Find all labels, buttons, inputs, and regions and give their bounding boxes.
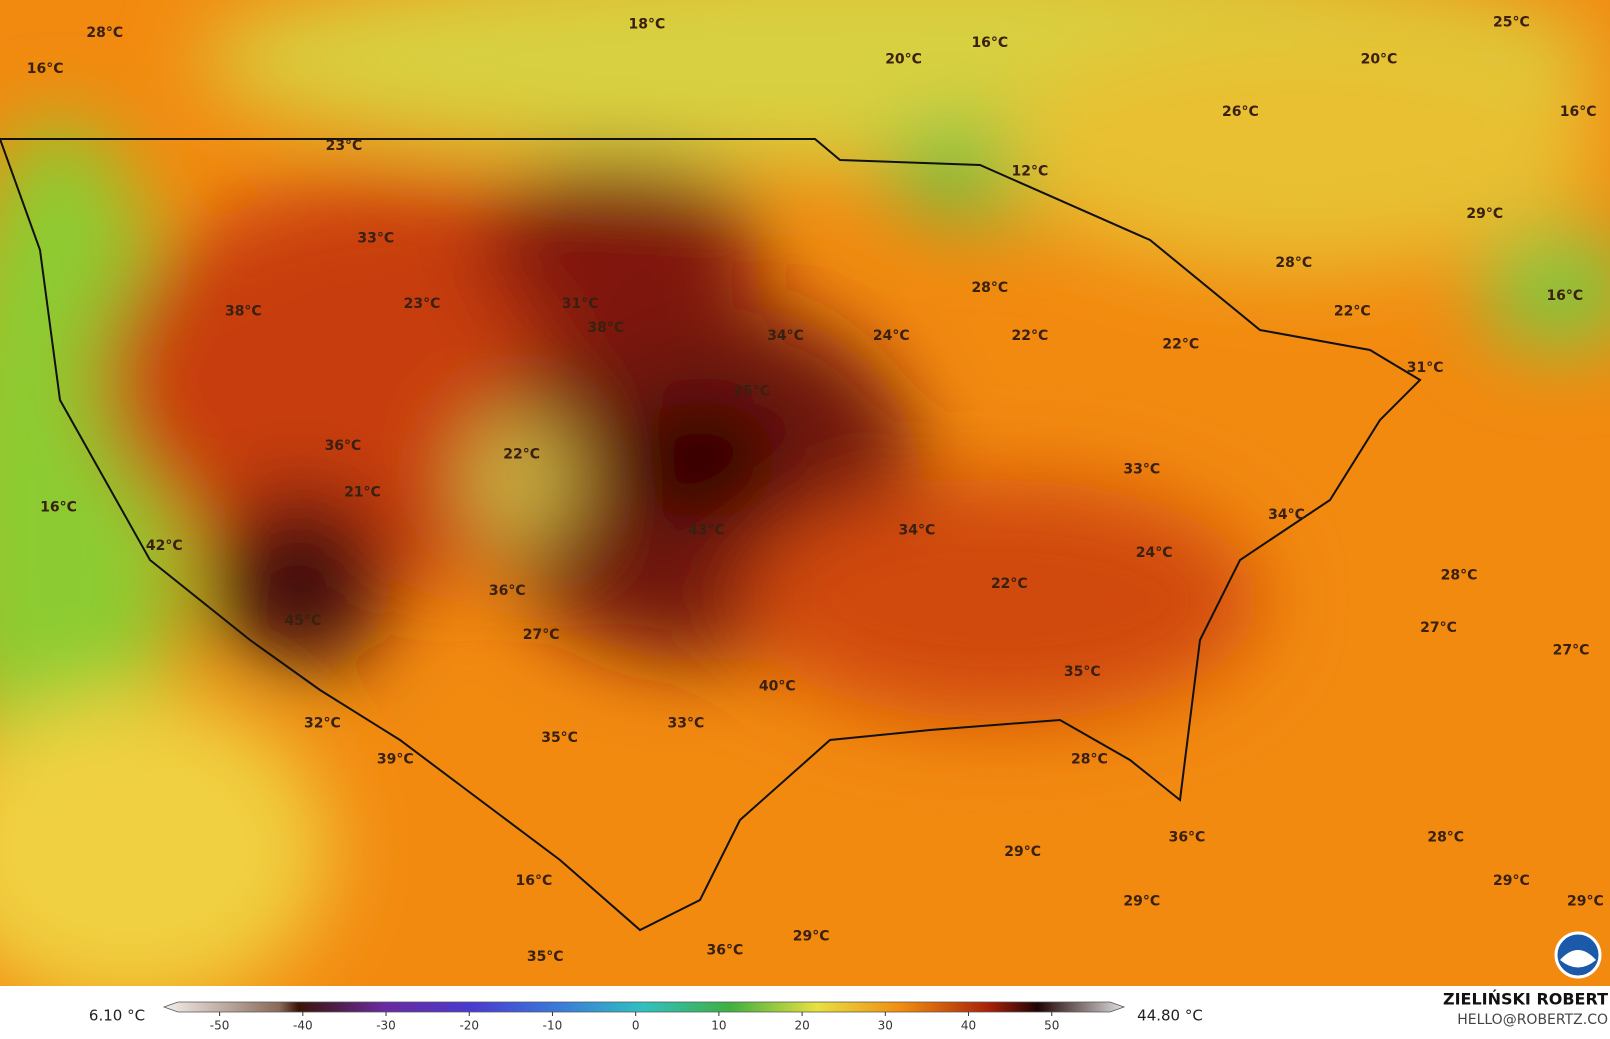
colorbar-tick-label: 50 <box>1044 1019 1059 1033</box>
colorbar-tick-label: 0 <box>632 1019 640 1033</box>
temperature-label: 36°C <box>325 438 362 454</box>
colorbar-tick-label: -30 <box>376 1019 396 1033</box>
temperature-label: 35°C <box>541 730 578 746</box>
temperature-label: 28°C <box>86 25 123 41</box>
colorbar-tick-label: -50 <box>210 1019 230 1033</box>
colorbar-tick-label: -20 <box>459 1019 479 1033</box>
temperature-label: 21°C <box>344 484 381 500</box>
temperature-label: 42°C <box>146 538 183 554</box>
temperature-label: 22°C <box>1162 336 1199 352</box>
temperature-label: 29°C <box>1466 206 1503 222</box>
min-label: 6.10 °C <box>89 1007 145 1025</box>
temperature-label: 35°C <box>527 949 564 965</box>
temperature-label: 35°C <box>1064 664 1101 680</box>
temperature-label: 28°C <box>1275 255 1312 271</box>
temperature-label: 29°C <box>1004 844 1041 860</box>
temperature-label: 38°C <box>587 320 624 336</box>
temperature-label: 16°C <box>27 61 64 77</box>
colorbar-tick-label: 20 <box>794 1019 809 1033</box>
temperature-label: 16°C <box>1560 104 1597 120</box>
temperature-label: 20°C <box>885 52 922 68</box>
temperature-label: 18°C <box>628 17 665 33</box>
temperature-label: 43°C <box>688 522 725 538</box>
temperature-label: 26°C <box>1222 104 1259 120</box>
temperature-label: 31°C <box>562 296 599 312</box>
temperature-label: 16°C <box>516 873 553 889</box>
colorbar-tick-label: 10 <box>711 1019 726 1033</box>
temperature-label: 28°C <box>1071 752 1108 768</box>
temperature-label: 33°C <box>357 230 394 246</box>
temperature-label: 27°C <box>1553 643 1590 659</box>
temperature-label: 34°C <box>767 328 804 344</box>
temperature-label: 25°C <box>1493 15 1530 31</box>
temperature-label: 33°C <box>668 716 705 732</box>
temperature-label: 23°C <box>404 296 441 312</box>
temperature-label: 29°C <box>1493 873 1530 889</box>
colorbar-tick-label: 40 <box>961 1019 976 1033</box>
temperature-label: 29°C <box>1567 893 1604 909</box>
temperature-label: 16°C <box>40 500 77 516</box>
colorbar-bar <box>162 1001 1126 1013</box>
temperature-label: 28°C <box>1427 830 1464 846</box>
max-label: 44.80 °C <box>1137 1007 1203 1025</box>
temperature-label: 31°C <box>1407 360 1444 376</box>
temperature-label: 36°C <box>489 583 526 599</box>
temperature-label: 33°C <box>1123 462 1160 478</box>
temperature-labels: 28°C 18°C 20°C 16°C 25°C 20°C 16°C 26°C 16°C 23°C… <box>27 15 1604 965</box>
temperature-label: 28°C <box>1441 568 1478 584</box>
temperature-label: 29°C <box>793 928 830 944</box>
map-background <box>0 0 1610 1010</box>
noaa-logo <box>1554 931 1602 979</box>
temperature-label: 29°C <box>1123 893 1160 909</box>
temperature-label: 24°C <box>1136 545 1173 561</box>
colorbar: -50 -40 -30 -20 -10 0 10 20 30 40 50 <box>162 1001 1126 1033</box>
email: HELLO@ROBERTZ.CO <box>1457 1012 1608 1028</box>
temperature-label: 22°C <box>1334 303 1371 319</box>
temperature-label: 32°C <box>304 716 341 732</box>
temperature-label: 34°C <box>1268 507 1305 523</box>
temperature-label: 25°C <box>733 384 770 400</box>
temperature-label: 22°C <box>1011 328 1048 344</box>
temperature-label: 27°C <box>523 627 560 643</box>
temperature-label: 40°C <box>759 679 796 695</box>
colorbar-tick-label: -40 <box>293 1019 313 1033</box>
temperature-label: 23°C <box>326 138 363 154</box>
temperature-label: 39°C <box>377 752 414 768</box>
temperature-label: 45°C <box>285 613 322 629</box>
temperature-label: 27°C <box>1420 620 1457 636</box>
temperature-label: 38°C <box>225 303 262 319</box>
temperature-label: 24°C <box>873 328 910 344</box>
temperature-label: 16°C <box>1546 288 1583 304</box>
temperature-label: 12°C <box>1011 164 1048 180</box>
colorbar-tick-label: -10 <box>543 1019 563 1033</box>
temperature-label: 36°C <box>707 943 744 959</box>
temperature-label: 22°C <box>991 576 1028 592</box>
temperature-label: 34°C <box>899 522 936 538</box>
temperature-label: 20°C <box>1361 52 1398 68</box>
temperature-label: 16°C <box>971 35 1008 51</box>
author: ZIELIŃSKI ROBERT <box>1443 990 1608 1009</box>
temperature-label: 36°C <box>1169 830 1206 846</box>
temperature-label: 22°C <box>503 446 540 462</box>
temperature-label: 28°C <box>971 280 1008 296</box>
colorbar-tick-label: 30 <box>878 1019 893 1033</box>
